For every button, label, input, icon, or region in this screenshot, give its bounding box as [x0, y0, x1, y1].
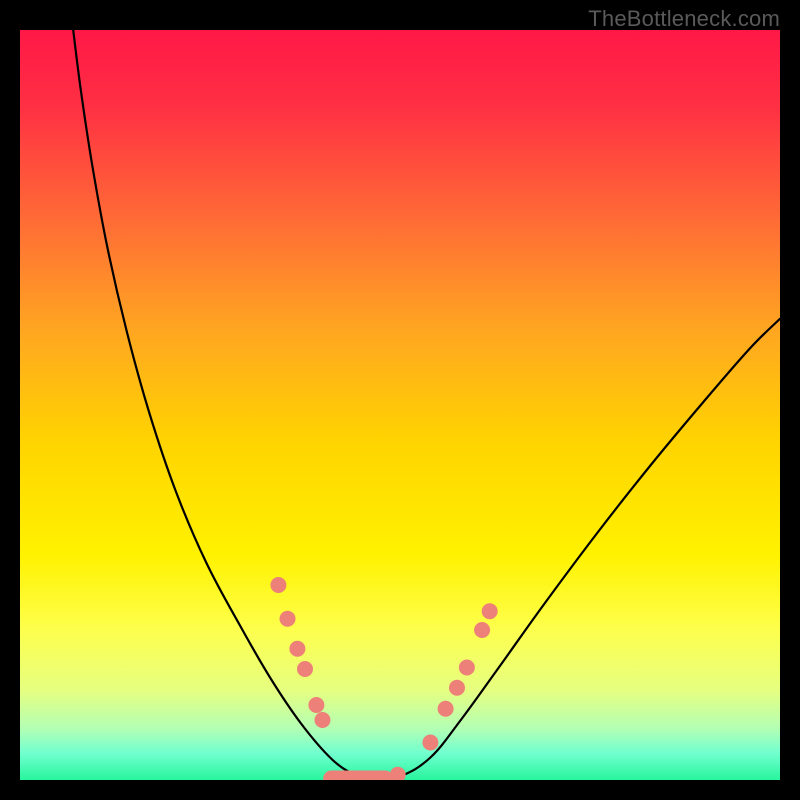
right-curve [370, 319, 780, 780]
marker-dot [280, 611, 296, 627]
marker-dot [289, 641, 305, 657]
marker-dot [422, 735, 438, 751]
marker-dot [449, 680, 465, 696]
marker-dot [314, 712, 330, 728]
marker-dot [390, 767, 406, 780]
marker-dot [438, 701, 454, 717]
marker-dot [482, 603, 498, 619]
marker-pill [323, 771, 393, 781]
plot-area [20, 30, 780, 780]
marker-dot [297, 661, 313, 677]
marker-dot [308, 697, 324, 713]
marker-dot [270, 577, 286, 593]
marker-dot [474, 622, 490, 638]
left-curve [73, 30, 369, 780]
curve-layer [20, 30, 780, 780]
watermark-text: TheBottleneck.com [588, 6, 780, 32]
marker-dot [459, 660, 475, 676]
marker-group [270, 577, 497, 780]
